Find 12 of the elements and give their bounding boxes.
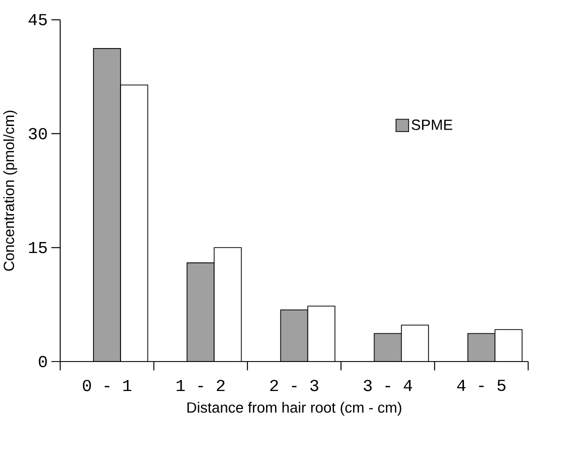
x-tick-label: 4 - 5 [457,380,506,391]
x-tick-label: 3 - 4 [364,380,412,392]
y-tick-label: 15 [28,242,47,254]
legend-label: SPME [412,119,452,130]
x-tick-label: 0 - 1 [82,380,132,392]
x-axis-title: Distance from hair root (cm - cm) [187,402,402,416]
x-tick-label: 1 - 2 [176,380,225,391]
y-tick-label: 0 [38,356,47,368]
y-tick-label: 45 [28,14,47,26]
y-tick-label: 30 [28,128,47,140]
y-axis-title: Concentration (pmol/cm) [3,110,18,271]
x-tick-label: 2 - 3 [270,380,318,392]
